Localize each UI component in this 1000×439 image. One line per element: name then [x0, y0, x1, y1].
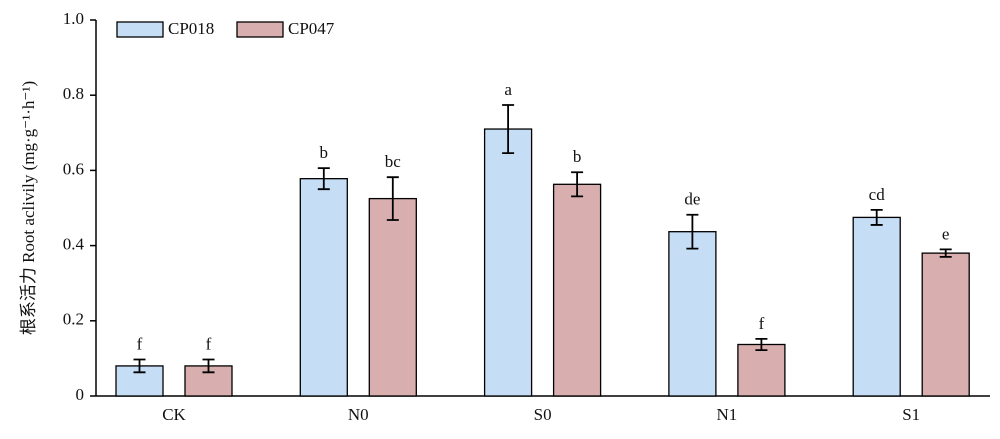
error-bar: [502, 104, 515, 155]
significance-label: f: [206, 334, 212, 353]
x-tick-label: CK: [162, 405, 186, 424]
bar: [921, 252, 970, 397]
legend-label: CP047: [288, 19, 335, 38]
legend-swatch: [236, 21, 284, 38]
y-tick-label: 0: [76, 385, 85, 404]
bar: [737, 343, 786, 397]
error-bar: [202, 358, 215, 374]
bar: [483, 128, 533, 397]
significance-label: de: [684, 190, 700, 209]
error-bar: [686, 213, 699, 250]
bar: [368, 197, 417, 397]
x-tick-label: S0: [534, 405, 552, 424]
error-bar: [571, 171, 584, 198]
y-axis-label: 根系活力 Root aclivily (mg·g⁻¹·h⁻¹): [19, 81, 38, 335]
significance-label: bc: [385, 152, 402, 171]
error-bar: [133, 358, 146, 374]
y-tick-label: 0.2: [63, 310, 84, 329]
bar: [668, 231, 717, 397]
significance-label: f: [137, 334, 143, 353]
y-tick-label: 1.0: [63, 9, 84, 28]
error-bar: [386, 176, 399, 221]
y-tick-label: 0.4: [63, 235, 85, 254]
significance-label: e: [942, 224, 950, 243]
bar: [852, 216, 901, 397]
bar: [552, 183, 602, 397]
legend-swatch: [116, 21, 164, 38]
y-tick-label: 0.6: [63, 159, 84, 178]
x-tick-label: N1: [717, 405, 738, 424]
error-bar: [755, 337, 768, 352]
error-bar: [939, 248, 952, 258]
significance-label: b: [320, 143, 329, 162]
y-tick-label: 0.8: [63, 84, 84, 103]
legend-label: CP018: [168, 19, 214, 38]
significance-label: b: [573, 147, 582, 166]
error-bar: [317, 167, 330, 191]
bar: [299, 178, 348, 397]
x-tick-label: S1: [902, 405, 920, 424]
significance-label: a: [504, 80, 512, 99]
x-tick-label: N0: [348, 405, 369, 424]
error-bar: [870, 208, 883, 226]
significance-label: cd: [869, 185, 886, 204]
significance-label: f: [759, 314, 765, 333]
